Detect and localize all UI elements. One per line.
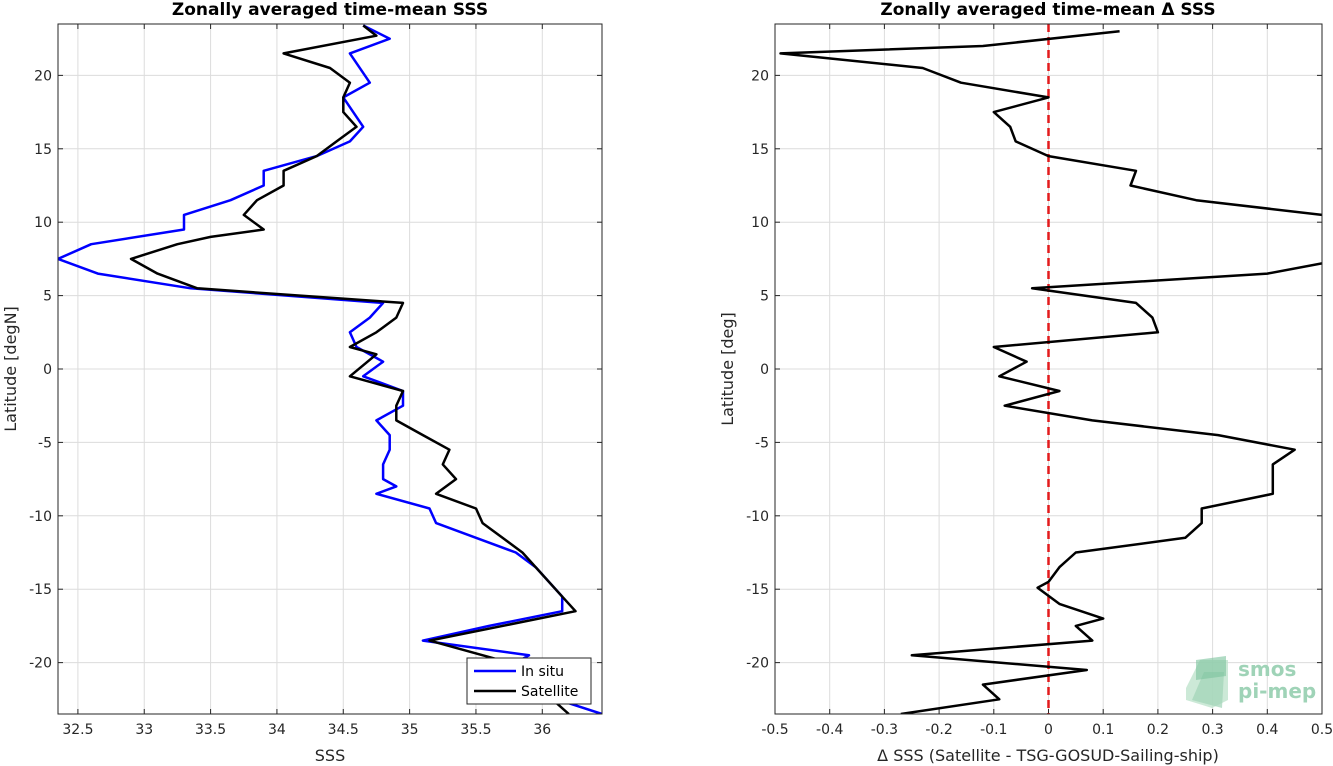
sss-ytick-label: 15 — [34, 142, 52, 158]
delta-ytick-label: -15 — [746, 582, 769, 598]
sss-ylabel: Latitude [degN] — [1, 306, 20, 432]
sss-xtick-label: 36 — [533, 722, 551, 738]
sss-xtick-label: 33.5 — [195, 722, 226, 738]
sss-title: Zonally averaged time-mean SSS — [172, 0, 488, 20]
legend-in-situ-label: In situ — [521, 664, 564, 680]
sss-xtick-label: 34 — [268, 722, 286, 738]
delta-ytick-label: 15 — [751, 142, 769, 158]
sss-xtick-label: 35.5 — [460, 722, 491, 738]
delta-ytick-label: -10 — [746, 509, 769, 525]
sss-ytick-label: -15 — [29, 582, 52, 598]
sss-series — [58, 24, 602, 714]
sss-xtick-label: 35 — [401, 722, 419, 738]
delta-ytick-label: -5 — [755, 435, 769, 451]
legend-satellite-label: Satellite — [521, 684, 578, 700]
sss-ticks: 32.5 33 33.5 34 34.5 35 35.5 36 -20 -15 -10 -5 0 5 10 1… — [29, 24, 602, 738]
delta-ytick-label: 5 — [760, 289, 769, 305]
sss-grid — [58, 24, 602, 714]
sss-xtick-label: 34.5 — [328, 722, 359, 738]
delta-xtick-label: -0.2 — [925, 722, 952, 738]
sss-ytick-label: 0 — [43, 362, 52, 378]
delta-xtick-label: 0 — [1044, 722, 1053, 738]
sss-ytick-label: -5 — [38, 435, 52, 451]
delta-xtick-label: 0.2 — [1147, 722, 1169, 738]
sss-xtick-label: 33 — [135, 722, 153, 738]
delta-xtick-label: 0.4 — [1256, 722, 1278, 738]
delta-series — [779, 24, 1322, 714]
delta-xtick-label: 0.5 — [1311, 722, 1333, 738]
delta-ytick-label: 0 — [760, 362, 769, 378]
sss-xtick-label: 32.5 — [62, 722, 93, 738]
sss-ytick-label: 5 — [43, 289, 52, 305]
delta-ticks: -0.5 -0.4 -0.3 -0.2 -0.1 0 0.1 0.2 0.3 0.4 0.5 -20 -… — [746, 24, 1333, 738]
delta-ytick-label: 20 — [751, 68, 769, 84]
delta-sss-panel: -0.5 -0.4 -0.3 -0.2 -0.1 0 0.1 0.2 0.3 0.4 0.5 -20 -… — [718, 0, 1333, 765]
sss-satellite-line — [129, 24, 577, 714]
delta-xtick-label: 0.3 — [1201, 722, 1223, 738]
sss-in-situ-line — [58, 24, 602, 714]
delta-xtick-label: -0.4 — [816, 722, 843, 738]
delta-ylabel: Latitude [deg] — [718, 312, 737, 426]
sss-ytick-label: 20 — [34, 68, 52, 84]
smos-pi-mep-logo: smos pi-mep — [1186, 656, 1316, 708]
sss-panel: 32.5 33 33.5 34 34.5 35 35.5 36 -20 -15 -10 -5 0 5 10 1… — [1, 0, 603, 765]
delta-ytick-label: 10 — [751, 215, 769, 231]
delta-xtick-label: 0.1 — [1092, 722, 1114, 738]
delta-ytick-label: -20 — [746, 656, 769, 672]
delta-xtick-label: -0.5 — [761, 722, 788, 738]
sss-ytick-label: 10 — [34, 215, 52, 231]
delta-delta-line — [779, 30, 1322, 714]
sss-ytick-label: -10 — [29, 509, 52, 525]
delta-xtick-label: -0.1 — [980, 722, 1007, 738]
delta-title: Zonally averaged time-mean Δ SSS — [880, 0, 1215, 20]
sss-xlabel: SSS — [315, 746, 345, 765]
delta-xtick-label: -0.3 — [871, 722, 898, 738]
delta-axes-frame — [774, 23, 1323, 715]
delta-xlabel: Δ SSS (Satellite - TSG-GOSUD-Sailing-shi… — [877, 746, 1219, 765]
legend: In situ Satellite — [466, 657, 592, 705]
sss-axes-frame — [57, 23, 603, 715]
legend-box — [466, 657, 592, 705]
logo-line1: smos — [1238, 657, 1296, 681]
logo-line2: pi-mep — [1238, 679, 1316, 703]
sss-ytick-label: -20 — [29, 656, 52, 672]
